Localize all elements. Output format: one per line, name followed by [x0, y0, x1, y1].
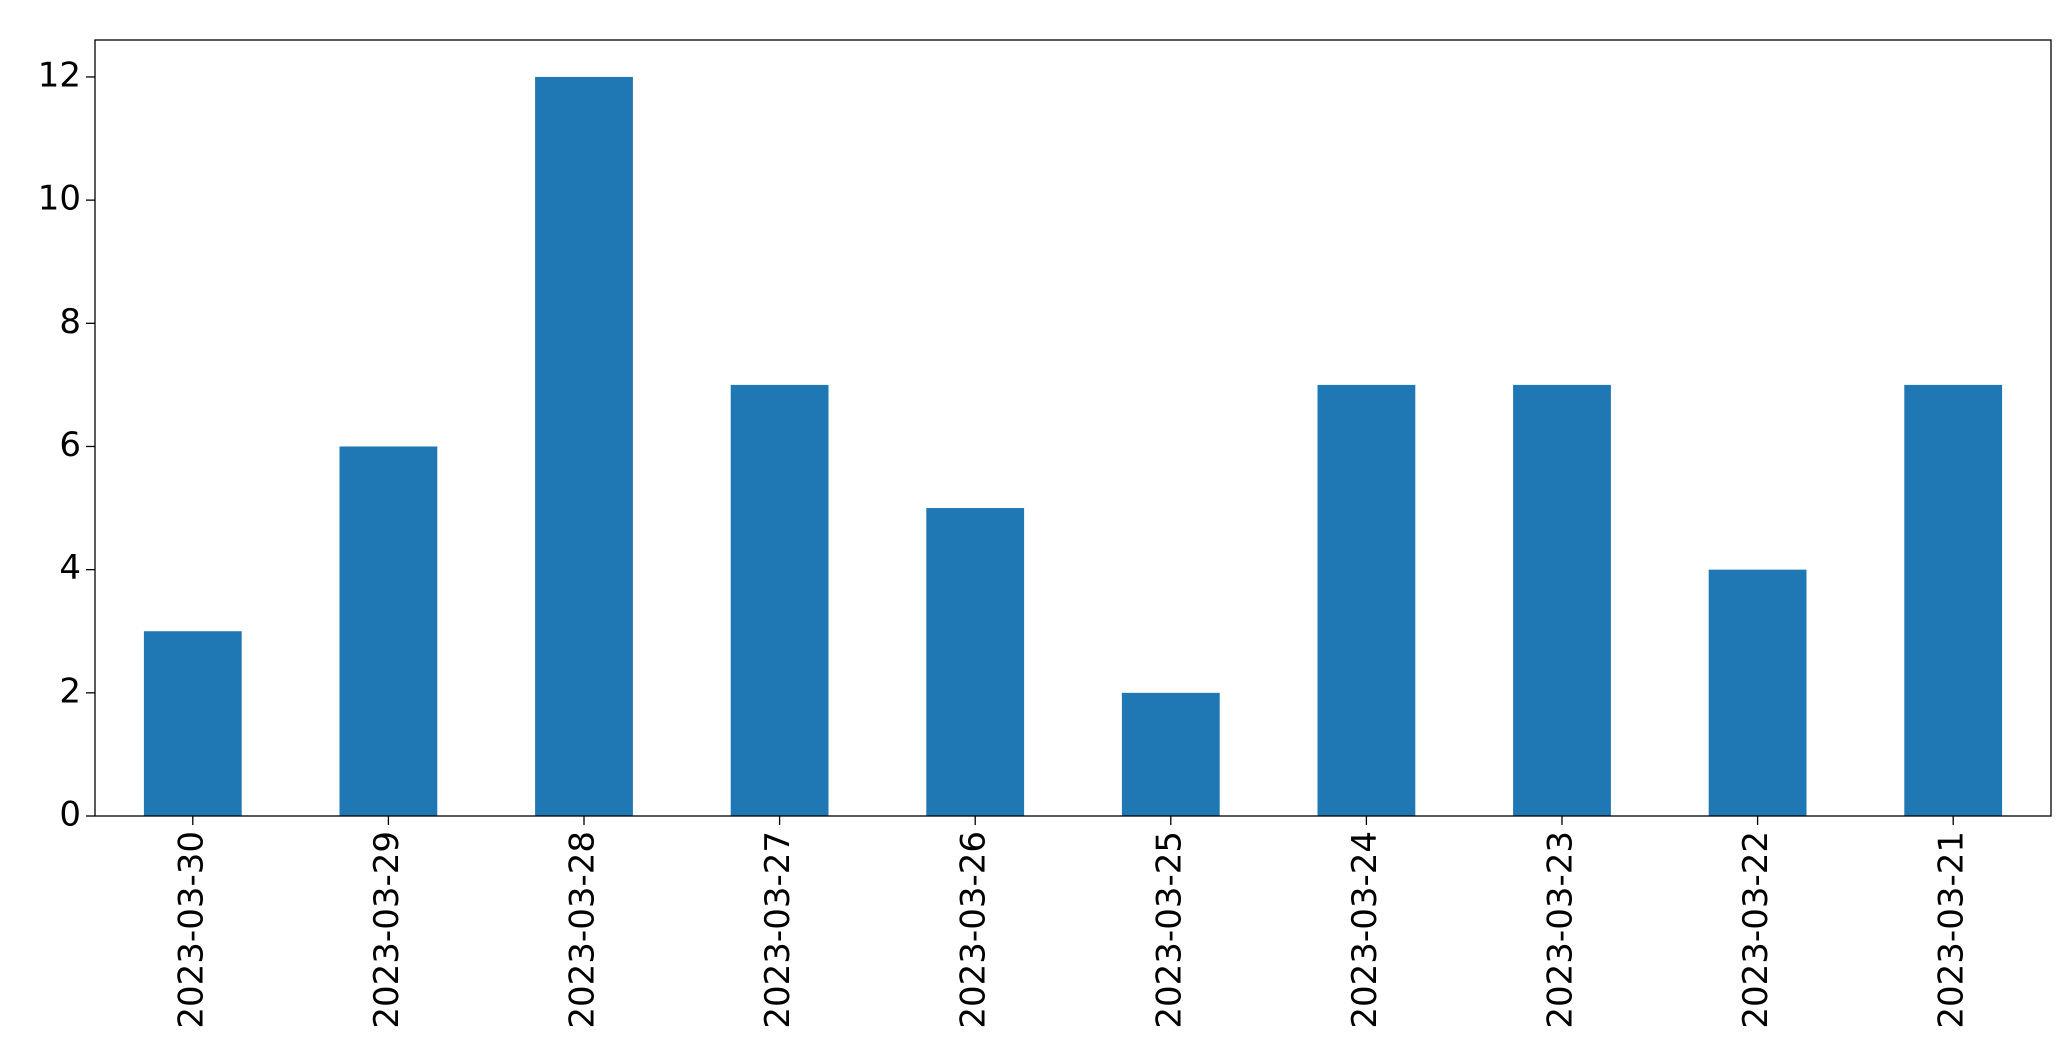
bar: [1121, 692, 1220, 816]
bar: [339, 446, 438, 816]
x-tick-label: 2023-03-23: [1541, 831, 1581, 1029]
y-tick-label: 2: [59, 671, 81, 711]
x-tick-label: 2023-03-22: [1736, 831, 1776, 1029]
x-tick-label: 2023-03-27: [758, 831, 798, 1029]
bar: [1317, 384, 1416, 816]
y-tick-label: 6: [59, 425, 81, 465]
bar: [1904, 384, 2003, 816]
x-tick-label: 2023-03-26: [954, 831, 994, 1029]
y-tick-label: 12: [38, 55, 81, 95]
x-tick-label: 2023-03-30: [171, 831, 211, 1029]
bar: [535, 76, 633, 816]
y-tick-label: 8: [59, 302, 81, 342]
x-tick-label: 2023-03-29: [367, 831, 407, 1029]
bar: [730, 384, 829, 816]
bar: [1708, 569, 1807, 816]
x-tick-label: 2023-03-21: [1932, 831, 1972, 1029]
x-tick-label: 2023-03-28: [563, 831, 603, 1029]
bar: [926, 508, 1025, 816]
plot-frame: [94, 39, 2052, 817]
bar: [143, 631, 242, 816]
y-tick-label: 0: [59, 795, 81, 835]
y-tick-label: 10: [38, 179, 81, 219]
x-tick-label: 2023-03-25: [1149, 831, 1189, 1029]
bar: [1513, 384, 1611, 816]
y-tick-label: 4: [59, 548, 81, 588]
x-tick-label: 2023-03-24: [1345, 831, 1385, 1029]
